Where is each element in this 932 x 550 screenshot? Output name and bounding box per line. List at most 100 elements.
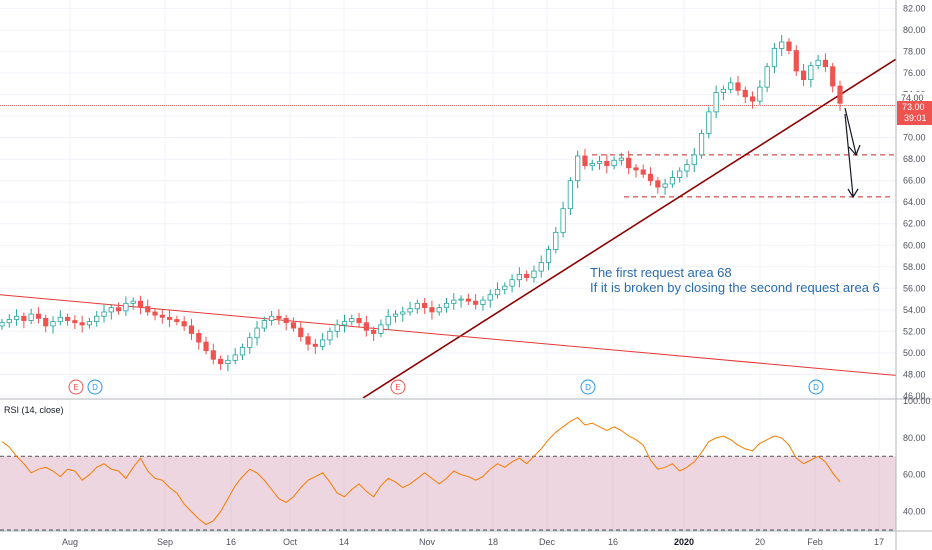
event-marker: D (808, 379, 824, 395)
candle-down (822, 59, 829, 68)
candle-up (458, 298, 464, 301)
candle-up (232, 354, 238, 361)
event-marker-label: E (395, 383, 400, 392)
candle-up (392, 313, 399, 317)
event-marker: E (390, 379, 406, 395)
candle-down (181, 321, 187, 327)
price-tick-label: 46.00 (903, 391, 926, 401)
grey-price-label: 74.00 (901, 93, 924, 103)
time-axis[interactable]: Aug Sep 16 Oct 14 Nov 18 Dec 16 2020 20 Feb 17 (62, 537, 884, 547)
candle-up (677, 170, 683, 178)
event-marker-label: E (73, 383, 78, 392)
time-tick-label: 16 (608, 537, 618, 547)
candle-up (239, 347, 246, 356)
candle-up (94, 315, 100, 323)
candle-up (596, 160, 603, 164)
candle-down (218, 358, 224, 364)
candle-down (159, 314, 165, 318)
price-tick-label: 60.00 (903, 240, 926, 250)
candle-down (742, 89, 748, 98)
rsi-tick-label: 60.00 (903, 470, 926, 480)
price-tick-label: 54.00 (903, 305, 926, 315)
candle-down (137, 300, 144, 307)
candle-up (334, 324, 340, 332)
candle-up (560, 208, 566, 233)
price-tick-label: 48.00 (903, 369, 926, 379)
annotation-line-1: The first request area 68 (590, 265, 732, 280)
grey-price-tag: 74.00 (897, 92, 932, 103)
candle-up (589, 163, 595, 167)
candle-down (210, 350, 216, 360)
candle-up (487, 294, 493, 301)
candle-down (79, 322, 85, 326)
price-tick-label: 68.00 (903, 154, 926, 164)
candle-up (713, 92, 719, 113)
candle-down (115, 307, 122, 312)
event-marker-circle (808, 379, 824, 395)
candle-up (247, 337, 253, 348)
candle-up (320, 339, 326, 347)
candlesticks (0, 34, 843, 372)
price-tick-label: 82.00 (903, 4, 926, 14)
candle-down (152, 311, 158, 316)
candle-down (582, 155, 588, 167)
candle-up (516, 273, 522, 281)
candle-up (86, 321, 93, 326)
price-tick-label: 66.00 (903, 176, 926, 186)
candle-up (538, 262, 544, 272)
projection-arrow-2-head (847, 188, 859, 199)
candle-up (378, 324, 384, 334)
candle-up (123, 302, 129, 312)
candle-up (13, 315, 20, 320)
candle-up (669, 177, 676, 185)
time-tick-label: 20 (755, 537, 765, 547)
candle-up (28, 313, 34, 321)
candle-up (706, 111, 712, 134)
annotation-line-2: If it is broken by closing the second re… (590, 280, 880, 295)
candle-up (618, 157, 624, 161)
candle-down (429, 307, 435, 313)
candle-up (436, 307, 442, 313)
candle-up (779, 41, 785, 49)
price-tick-label: 56.00 (903, 283, 926, 293)
candle-up (480, 299, 486, 305)
candle-up (349, 317, 355, 323)
candle-up (545, 249, 552, 263)
rsi-axis[interactable]: 100.00 80.00 60.00 40.00 (903, 396, 931, 517)
candle-up (108, 307, 114, 313)
price-pane: The first request area 68 If it is broke… (0, 0, 896, 398)
candle-up (575, 155, 581, 182)
price-axis[interactable]: 82.0080.0078.0076.0074.0072.0070.0068.00… (903, 4, 926, 401)
candle-up (757, 86, 763, 102)
candle-down (64, 316, 71, 321)
candle-down (422, 302, 428, 309)
candle-up (509, 279, 515, 287)
candle-up (414, 302, 420, 310)
candle-up (728, 82, 734, 90)
candle-up (443, 302, 450, 309)
candle-down (298, 327, 304, 338)
candle-down (363, 322, 369, 331)
rsi-pane: RSI (14, close) (0, 400, 896, 531)
candle-up (720, 88, 727, 93)
price-tick-label: 64.00 (903, 197, 926, 207)
time-tick-label: Feb (807, 537, 823, 547)
current-price-tag: 73.00 39:01 (897, 101, 932, 125)
time-tick-label: 16 (226, 537, 236, 547)
event-marker: E (68, 379, 84, 395)
candle-down (188, 325, 195, 334)
candle-down (793, 50, 799, 72)
time-tick-label: Sep (157, 537, 173, 547)
candle-up (254, 327, 260, 339)
candle-down (604, 160, 610, 167)
candle-up (261, 320, 267, 329)
candle-up (698, 132, 705, 156)
current-price-label: 73.00 (902, 102, 925, 112)
candle-down (640, 169, 646, 175)
candle-down (830, 66, 836, 87)
candle-down (473, 300, 479, 305)
time-tick-label: Dec (539, 537, 556, 547)
event-marker-circle (87, 379, 103, 395)
candle-down (749, 96, 756, 102)
